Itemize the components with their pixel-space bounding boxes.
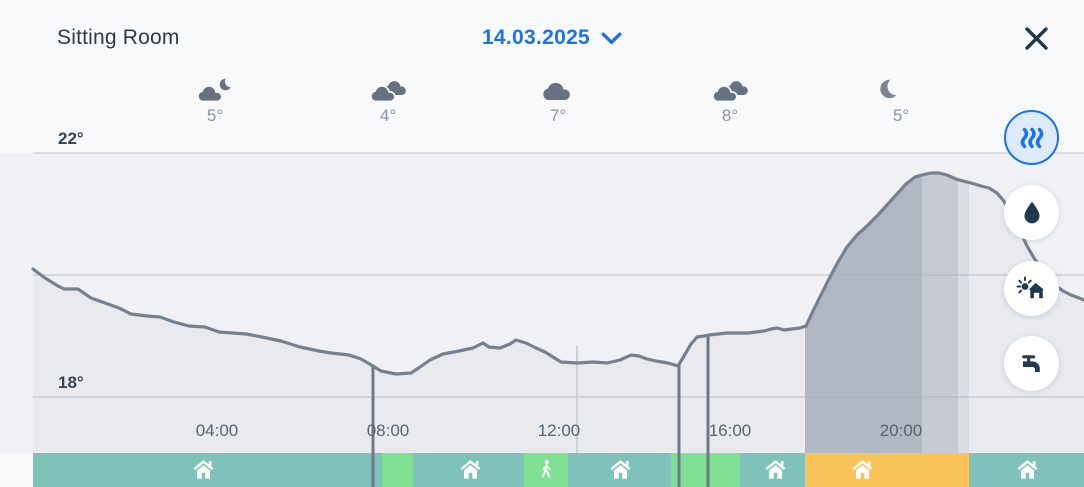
date-label: 14.03.2025 xyxy=(481,26,591,49)
clouds-icon xyxy=(365,76,411,111)
home-icon xyxy=(1015,458,1040,486)
weather-temp: 4° xyxy=(379,106,397,125)
home-icon xyxy=(850,458,875,486)
tap-icon xyxy=(1017,351,1047,377)
schedule-segment-away xyxy=(382,453,413,487)
air-comfort-button[interactable] xyxy=(1004,261,1059,316)
x-axis-label: 16:00 xyxy=(708,421,752,440)
weather-temp: 5° xyxy=(206,106,224,125)
y-axis-label: 22° xyxy=(58,129,84,148)
close-icon xyxy=(1016,25,1056,52)
moon-icon xyxy=(878,76,904,107)
x-axis-label: 12:00 xyxy=(537,421,581,440)
hot-water-button[interactable] xyxy=(1004,185,1059,240)
x-axis-label: 04:00 xyxy=(195,421,239,440)
date-picker-button[interactable]: 14.03.2025 xyxy=(452,20,652,56)
home-icon xyxy=(458,458,483,486)
walk-icon xyxy=(535,458,557,486)
header: Sitting Room 14.03.2025 xyxy=(0,0,1084,60)
house-sun-icon xyxy=(1016,275,1048,303)
y-axis-label: 18° xyxy=(58,373,84,392)
heating-waves-icon xyxy=(1016,122,1048,154)
weather-temp: 8° xyxy=(721,106,739,125)
heating-button[interactable] xyxy=(1004,110,1059,165)
page-title: Sitting Room xyxy=(57,26,180,49)
x-axis-label: 20:00 xyxy=(879,421,923,440)
x-axis-label: 08:00 xyxy=(366,421,410,440)
water-drop-icon xyxy=(1018,199,1046,227)
clouds-icon xyxy=(707,76,753,111)
weather-temp: 7° xyxy=(549,106,567,125)
schedule-segment-home-boost xyxy=(805,453,969,487)
schedule-segment-away xyxy=(671,453,740,487)
chevron-down-icon xyxy=(601,32,622,45)
cloud-icon xyxy=(535,76,577,109)
tap-water-button[interactable] xyxy=(1004,336,1059,391)
home-icon xyxy=(608,458,633,486)
weather-temp: 5° xyxy=(892,106,910,125)
cloud-moon-icon xyxy=(192,76,238,111)
close-button[interactable] xyxy=(1016,18,1056,58)
home-icon xyxy=(763,458,788,486)
home-icon xyxy=(191,458,216,486)
